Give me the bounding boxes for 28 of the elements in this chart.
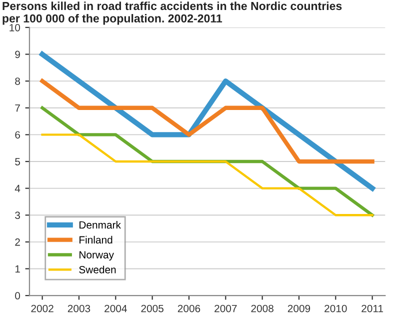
y-tick-label: 10 (10, 24, 20, 32)
legend-label: Sweden (79, 266, 116, 274)
x-tick-label: 2011 (362, 304, 383, 312)
chart-title: Persons killed in road traffic accidents in the Nordic countries per 100 000 of the population. 2002-2011 (2, 2, 342, 25)
x-tick-label: 2006 (178, 304, 200, 312)
x-tick-label: 2004 (104, 304, 127, 312)
line-series (41, 134, 374, 216)
x-tick-label: 2002 (31, 304, 54, 312)
y-tick-label: 2 (15, 238, 20, 246)
x-tick-label: 2008 (251, 304, 274, 312)
line-series (40, 78, 374, 164)
x-tick-label: 2007 (214, 304, 237, 312)
y-tick-label: 1 (15, 265, 20, 273)
y-tick-label: 3 (15, 212, 20, 219)
y-tick-label: 4 (14, 184, 20, 192)
x-tick-label: 2010 (324, 304, 347, 312)
y-tick-label: 6 (15, 131, 20, 139)
y-tick-label: 7 (15, 104, 20, 112)
legend-label: Finland (80, 236, 112, 244)
x-tick-label: 2003 (68, 304, 90, 312)
x-tick-label: 2009 (288, 304, 310, 312)
legend-label: Norway (80, 251, 114, 261)
legend-label: Denmark (80, 220, 121, 229)
y-tick-label: 5 (15, 158, 20, 166)
y-tick-label: 9 (15, 50, 20, 58)
y-tick-label: 8 (15, 78, 20, 85)
x-tick-label: 2005 (141, 304, 164, 312)
y-tick-label: 0 (15, 292, 20, 300)
